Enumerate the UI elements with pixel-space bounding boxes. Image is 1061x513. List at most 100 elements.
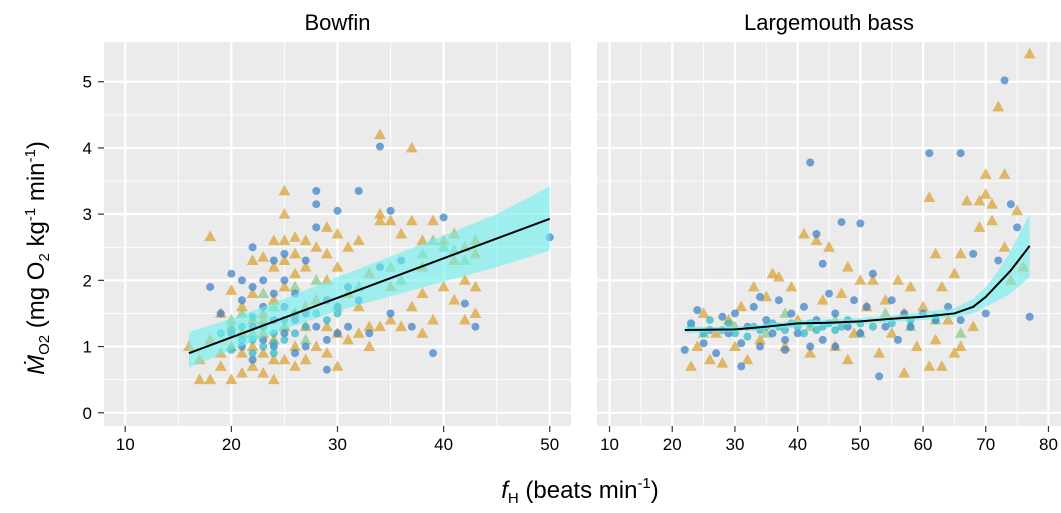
- circle-point: [280, 276, 289, 285]
- circle-point: [825, 289, 833, 298]
- circle-point: [206, 282, 215, 291]
- plot-area: [680, 47, 1036, 381]
- circle-point: [730, 309, 739, 318]
- triangle-point: [342, 241, 355, 252]
- triangle-point: [236, 346, 248, 358]
- circle-point: [737, 339, 746, 348]
- triangle-point: [352, 300, 365, 312]
- circle-point-cyan: [724, 319, 733, 328]
- triangle-point: [363, 320, 376, 332]
- triangle-point: [427, 313, 439, 325]
- fit-line: [188, 217, 551, 355]
- triangle-point: [929, 333, 942, 345]
- x-tick-label: 30: [725, 435, 744, 454]
- triangle-point: [961, 194, 973, 206]
- x-tick-label: 20: [663, 435, 682, 454]
- triangle-point: [278, 207, 291, 219]
- triangle-point: [331, 360, 344, 371]
- circle-point: [893, 335, 902, 344]
- triangle-point: [942, 313, 955, 325]
- triangle-point: [278, 280, 291, 292]
- triangle-point: [204, 373, 217, 385]
- triangle-point: [772, 270, 785, 282]
- triangle-point: [299, 353, 312, 365]
- triangle-point: [374, 128, 386, 140]
- panel-bowfin: Bowfin 10 20 30 40 50 0 1 2 3 4 5: [83, 10, 571, 454]
- triangle-point: [289, 360, 301, 371]
- circle-point: [365, 329, 374, 338]
- triangle-point: [416, 287, 429, 299]
- triangle-point: [225, 373, 238, 385]
- triangle-point: [716, 356, 729, 368]
- circle-point: [1013, 223, 1022, 232]
- circle-point: [301, 342, 310, 351]
- circle-point-cyan: [269, 349, 278, 358]
- circle-point-cyan: [799, 329, 808, 338]
- triangle-point: [967, 320, 980, 332]
- y-axis-title-sub2: 2: [36, 253, 53, 261]
- circle-point: [956, 149, 965, 158]
- y-tick-label: 3: [83, 205, 92, 224]
- triangle-point: [729, 340, 741, 352]
- triangle-point: [299, 234, 312, 246]
- x-tick-label: 10: [600, 435, 619, 454]
- x-tick-label: 50: [851, 435, 870, 454]
- triangle-point: [898, 366, 911, 378]
- triangle-point: [384, 313, 397, 325]
- triangle-point: [892, 274, 904, 285]
- circle-point: [1025, 312, 1034, 321]
- circle-point: [322, 335, 331, 344]
- circle-point: [248, 282, 257, 291]
- y-tick-label: 0: [83, 404, 92, 423]
- circle-point-cyan: [269, 339, 278, 348]
- circle-point: [787, 309, 796, 318]
- triangle-point: [741, 353, 754, 365]
- triangle-point: [257, 366, 270, 378]
- circle-point: [768, 329, 777, 338]
- triangle-point: [236, 300, 248, 312]
- triangle-point: [405, 300, 418, 312]
- circle-point: [994, 256, 1003, 265]
- panel-title: Largemouth bass: [744, 10, 914, 35]
- triangle-point: [973, 194, 986, 206]
- circle-point: [248, 355, 257, 364]
- triangle-point: [910, 340, 923, 352]
- triangle-point: [766, 267, 779, 279]
- circle-point: [1006, 200, 1015, 209]
- circle-point: [843, 322, 852, 331]
- triangle-point: [236, 366, 248, 378]
- circle-point: [812, 230, 821, 238]
- circle-point: [749, 302, 758, 311]
- x-tick-label: 40: [788, 435, 807, 454]
- triangle-point: [278, 234, 291, 246]
- x-tick-label: 30: [328, 435, 347, 454]
- x-axis-title-sub: H: [508, 490, 519, 507]
- circle-point: [291, 349, 300, 358]
- y-axis-title-symbol: Ṁ: [23, 355, 50, 375]
- triangle-point: [754, 333, 766, 345]
- triangle-point: [986, 214, 998, 226]
- triangle-point: [320, 320, 333, 332]
- circle-point: [737, 362, 746, 371]
- circle-point: [956, 316, 965, 325]
- circle-point: [280, 249, 289, 258]
- triangle-point: [873, 346, 886, 358]
- triangle-point: [342, 333, 355, 345]
- circle-point-cyan: [781, 326, 790, 334]
- triangle-point: [204, 230, 217, 242]
- circle-point: [407, 322, 416, 331]
- triangle-point: [320, 346, 333, 358]
- triangle-point: [320, 247, 333, 259]
- circle-point: [718, 312, 727, 321]
- triangle-point: [257, 250, 270, 262]
- circle-point: [818, 259, 827, 268]
- triangle-point: [697, 307, 710, 318]
- circle-point: [471, 322, 480, 331]
- circle-point-cyan: [291, 329, 300, 338]
- circle-point: [693, 306, 702, 315]
- circle-point: [756, 292, 765, 301]
- triangle-point: [331, 260, 344, 272]
- circle-point: [259, 276, 268, 285]
- circle-point: [439, 213, 448, 222]
- triangle-point-green: [310, 274, 323, 285]
